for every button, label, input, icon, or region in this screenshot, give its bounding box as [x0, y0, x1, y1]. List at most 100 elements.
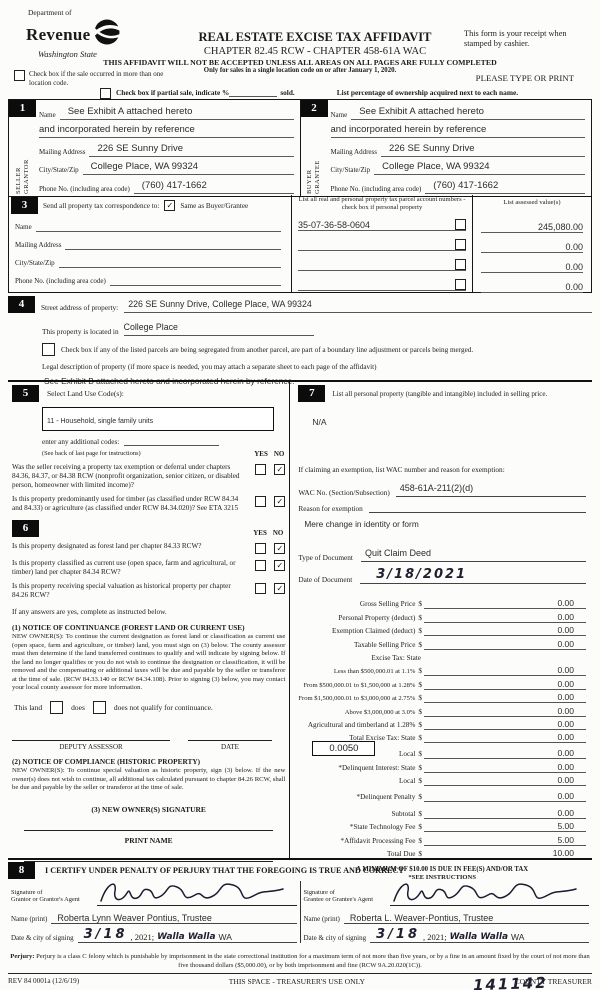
ownership-note: List percentage of ownership acquired ne…	[336, 88, 519, 97]
if-yes-note: If any answers are yes, complete as inst…	[12, 607, 167, 616]
corr-name-label: Name	[15, 223, 32, 231]
no-header-2: NO	[272, 529, 284, 537]
fee-value: 0.00	[424, 692, 586, 704]
fee-value: 0.00	[424, 732, 586, 744]
fee-label: Total Excise Tax: State	[349, 734, 416, 743]
receipt-note: This form is your receipt when stamped b…	[464, 29, 567, 49]
seller-name-label: Name	[39, 110, 56, 119]
dollar-sign: $	[418, 720, 422, 729]
buyer-name-value: See Exhibit A attached hereto	[359, 105, 484, 117]
doc-type-label: Type of Document	[298, 553, 353, 562]
land-does-not-checkbox	[92, 701, 106, 715]
minimum-due-note: A MINIMUM OF $10.00 IS DUE IN FEE(S) AND…	[356, 866, 529, 874]
grantor-state: WA	[218, 932, 232, 942]
section5-number: 5	[12, 385, 39, 402]
grantee-sig-label-1: Signature of	[303, 888, 335, 896]
dollar-sign: $	[418, 763, 422, 772]
assessed-value: 0.00	[565, 241, 583, 252]
section8-number: 8	[8, 862, 35, 879]
partial-sale-label: Check box if partial sale, indicate %	[116, 88, 230, 97]
partial-sale-checkbox	[100, 88, 111, 99]
buyer-name-label: Name	[330, 110, 348, 119]
seller-box: 1 SELLER GRANTOR Name See Exhibit A attac…	[9, 100, 300, 196]
parties-section: 1 SELLER GRANTOR Name See Exhibit A attac…	[8, 99, 592, 197]
left-column: 5 Select Land Use Code(s): 11 - Househol…	[8, 382, 289, 862]
fee-label: Subtotal	[391, 809, 416, 818]
grantee-name-label: Name (print)	[303, 915, 340, 923]
right-column: 7 List all personal property (tangible a…	[289, 382, 592, 881]
parcel-row	[298, 272, 466, 291]
seller-name-field-2: and incorporated herein by reference	[39, 119, 294, 138]
grantor-name-label: Name (print)	[11, 915, 48, 923]
buyer-name-field: See Exhibit A attached hereto	[351, 101, 585, 120]
land-use-code-value: 11 - Household, single family units	[47, 418, 154, 425]
fee-label: Local	[399, 750, 416, 759]
corr-phone-field	[109, 274, 281, 286]
seller-side-label: SELLER GRANTOR	[10, 122, 34, 194]
fee-label: Less than $500,000.01 at 1.1%	[333, 668, 416, 676]
fee-value: 5.00	[424, 835, 586, 846]
yes-header-2: YES	[253, 529, 267, 537]
dollar-sign: $	[418, 809, 422, 818]
partial-sale-percent-field	[229, 88, 278, 97]
legal-description-label: Legal description of property (if more s…	[42, 363, 377, 371]
form-title: REAL ESTATE EXCISE TAX AFFIDAVIT	[198, 30, 432, 44]
grantee-name-value: Roberta L. Weaver-Pontius, Trustee	[349, 913, 494, 923]
buyer-box: 2 BUYER GRANTEE Name See Exhibit A attach…	[299, 100, 592, 196]
corr-mailing-field	[65, 238, 281, 250]
fee-label: From $500,000.01 to $1,500,000 at 1.28%	[303, 681, 416, 689]
local-rate-box: 0.0050	[312, 741, 376, 757]
grantor-signature	[100, 883, 284, 902]
treasurer-receipt-number: 141142	[473, 973, 549, 990]
please-type-label: PLEASE TYPE OR PRINT	[475, 73, 574, 83]
excise-fee-table: Gross Selling Price $0.00 Personal Proper…	[298, 596, 586, 860]
footer-row: REV 84 0001a (12/6/19) THIS SPACE - TREA…	[8, 973, 592, 986]
buyer-side-label-2: GRANTEE	[314, 160, 321, 194]
section8-certification: 8 I CERTIFY UNDER PENALTY OF PERJURY THA…	[8, 858, 592, 953]
q-timber-agriculture-yes	[255, 496, 267, 507]
parcel-personal-checkbox-1	[455, 218, 466, 230]
fee-label: Taxable Selling Price	[354, 640, 416, 649]
same-as-buyer-label: Same as Buyer/Grantee	[180, 201, 249, 210]
grantor-sig-label-1: Signature of	[11, 888, 43, 896]
exemption-note: If claiming an exemption, list WAC numbe…	[298, 465, 505, 474]
buyer-city-field: College Place, WA 99324	[374, 156, 585, 175]
excise-tax-state-header: Excise Tax: State	[371, 653, 421, 662]
assessed-header: List assessed value(s)	[503, 199, 561, 206]
washington-state-label: Washington State	[38, 49, 97, 59]
dollar-sign: $	[418, 707, 422, 716]
dollar-sign: $	[418, 777, 422, 786]
fee-label: Local	[399, 777, 416, 786]
buyer-phone-field: (760) 417-1662	[425, 175, 585, 194]
fee-value: 0.00	[424, 808, 586, 819]
q-current-use-no: ✓	[274, 560, 286, 571]
dept-of-label: Department of	[28, 8, 72, 17]
parcel-personal-checkbox-2	[455, 238, 466, 250]
seller-name-value-2: and incorporated herein by reference	[39, 124, 195, 135]
q-forest-land-no: ✓	[274, 543, 286, 554]
grantee-signature	[392, 883, 577, 902]
parcel-number: 35-07-36-58-0604	[298, 219, 371, 230]
fee-label: From $1,500,000.01 to $3,000,000 at 2.75…	[298, 695, 416, 703]
grantee-state: WA	[511, 932, 525, 942]
section6-number: 6	[12, 520, 39, 537]
fee-label: Above $3,000,000 at 3.0%	[344, 708, 416, 716]
buyer-name-field-2: and incorporated herein by reference	[330, 119, 585, 138]
grantee-date-label: Date & city of signing	[303, 934, 367, 942]
q-seller-exemption: Was the seller receiving a property tax …	[12, 463, 240, 489]
grantee-sig-label-2: Grantee or Grantee's Agent	[303, 896, 373, 904]
dollar-sign: $	[418, 694, 422, 703]
grantor-date-hand: 3/18	[83, 927, 128, 942]
land-use-code-box: 11 - Household, single family units	[42, 407, 274, 431]
section7-number: 7	[298, 385, 326, 402]
grantee-city-hand: Walla Walla	[449, 932, 509, 942]
send-correspondence-label: Send all property tax correspondence to:	[43, 201, 160, 210]
buyer-mailing-field: 226 SE Sunny Drive	[380, 138, 585, 157]
segregated-label: Check box if any of the listed parcels a…	[61, 345, 474, 354]
print-name-label: PRINT NAME	[124, 835, 173, 845]
parcel-personal-checkbox-4	[455, 278, 466, 290]
land-use-title: Select Land Use Code(s):	[47, 389, 124, 398]
fee-value: 0.00	[424, 639, 586, 650]
multi-location-label: Check box if the sale occurred in more t…	[29, 70, 164, 87]
